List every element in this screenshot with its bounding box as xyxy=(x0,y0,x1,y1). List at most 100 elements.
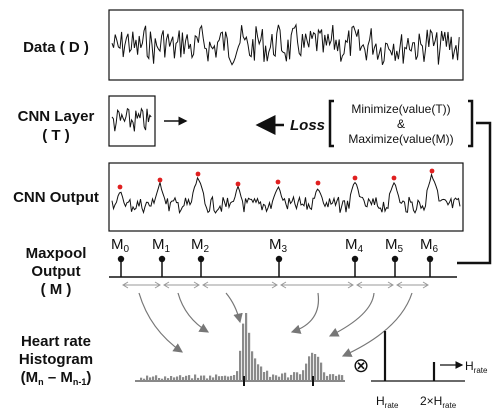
cnn-output-waveform xyxy=(111,172,461,215)
interval-arrow xyxy=(396,281,403,289)
maxpool-marker-label: M0 xyxy=(111,236,130,255)
peak-marker xyxy=(117,184,123,190)
histogram-bar xyxy=(311,352,314,381)
peak-marker xyxy=(315,180,321,186)
histogram-bar xyxy=(308,356,311,381)
maxpool-label-2: Output xyxy=(31,263,80,280)
histogram-bar xyxy=(254,358,257,381)
maxpool-dot xyxy=(351,255,359,263)
histogram-bar xyxy=(251,351,254,381)
histogram-bar xyxy=(314,354,317,381)
histogram-bar xyxy=(338,374,341,381)
histogram-bar xyxy=(317,356,320,381)
histogram-bar xyxy=(176,376,179,381)
histogram-bar xyxy=(164,376,167,381)
convolution-symbol: ⊗ xyxy=(353,355,370,377)
maxpool-dot xyxy=(426,255,434,263)
histogram-bar xyxy=(173,377,176,381)
loss-minimize: Minimize(value(T)) xyxy=(351,102,450,116)
data-box xyxy=(108,9,464,81)
interval-arrow xyxy=(193,281,200,289)
histogram-bar xyxy=(245,313,248,381)
histogram-bar xyxy=(209,375,212,381)
maxpool-marker-label: M4 xyxy=(345,236,364,255)
interval-arrow xyxy=(163,281,170,289)
hrate-second-label: 2×Hrate xyxy=(420,394,457,410)
histogram-bar xyxy=(167,378,170,381)
hrate-arrow-label: Hrate xyxy=(465,359,488,375)
histogram-bar xyxy=(266,370,269,381)
histogram-bar xyxy=(302,370,305,381)
interval-to-histogram-arrow xyxy=(341,292,413,357)
peak-marker xyxy=(391,175,397,181)
histogram-bar xyxy=(299,374,302,381)
histogram-bar xyxy=(140,377,143,381)
interval-to-histogram-arrow xyxy=(225,292,243,324)
maxpool-dot xyxy=(197,255,205,263)
interval-arrow xyxy=(122,281,129,289)
loss-maximize: Maximize(value(M)) xyxy=(348,132,453,146)
histogram-bar xyxy=(236,371,239,381)
interval-arrow xyxy=(280,281,287,289)
maxpool-dot xyxy=(158,255,166,263)
histogram-bar xyxy=(326,375,329,381)
histogram-bar xyxy=(281,373,284,381)
histogram-bar xyxy=(272,374,275,381)
histogram-bar xyxy=(188,375,191,381)
loss-and: & xyxy=(397,117,405,131)
histogram-bar xyxy=(152,376,155,381)
histogram-bar xyxy=(278,376,281,381)
histogram-bar xyxy=(305,363,308,381)
histogram-bar xyxy=(161,378,164,381)
histogram-bar xyxy=(287,377,290,381)
interval-arrow xyxy=(347,281,354,289)
histogram-bar xyxy=(170,376,173,381)
histogram-bar xyxy=(218,376,221,381)
histogram-bar xyxy=(191,378,194,381)
histogram-bar xyxy=(182,377,185,381)
maxpool-label-3: ( M ) xyxy=(41,281,72,298)
histogram-bar xyxy=(155,375,158,381)
feedback-connector xyxy=(457,121,492,265)
histogram-bar xyxy=(185,375,188,381)
histogram-bar xyxy=(284,372,287,381)
histogram-bar xyxy=(248,332,251,381)
interval-arrow xyxy=(356,281,363,289)
interval-arrow xyxy=(271,281,278,289)
histogram-bar xyxy=(197,377,200,381)
histogram-bar xyxy=(260,366,263,381)
cnn-output-box xyxy=(108,162,464,232)
histogram-bar xyxy=(206,378,209,381)
histogram-bar xyxy=(194,374,197,381)
data-label: Data ( D ) xyxy=(23,39,89,56)
histogram-label-2: Histogram xyxy=(19,351,93,368)
interval-arrow xyxy=(202,281,209,289)
histogram-bar xyxy=(290,374,293,381)
histogram-label: Heart rate xyxy=(21,333,91,350)
histogram-bar xyxy=(239,350,242,381)
histogram-bar xyxy=(227,376,230,381)
histogram-bar xyxy=(158,378,161,381)
histogram-bar xyxy=(332,374,335,381)
histogram-bar xyxy=(293,372,296,381)
maxpool-marker-label: M3 xyxy=(269,236,288,255)
maxpool-marker-label: M6 xyxy=(420,236,439,255)
hrate-first-label: Hrate xyxy=(376,394,399,410)
histogram-bar xyxy=(221,376,224,381)
peak-marker xyxy=(157,177,163,183)
histogram-bar xyxy=(230,375,233,381)
maxpool-marker-label: M1 xyxy=(152,236,171,255)
histogram-bar xyxy=(146,375,149,381)
data-waveform xyxy=(111,23,460,66)
cnn-output-label: CNN Output xyxy=(13,189,99,206)
interval-arrow xyxy=(387,281,394,289)
histogram-bar xyxy=(257,364,260,381)
maxpool-label: Maxpool xyxy=(26,245,87,262)
cnn-layer-sublabel: ( T ) xyxy=(42,127,70,144)
histogram-bar xyxy=(233,375,236,381)
histogram-bar xyxy=(215,374,218,381)
peak-marker xyxy=(429,168,435,174)
loss-bracket-right xyxy=(468,99,474,148)
maxpool-marker-label: M5 xyxy=(385,236,404,255)
histogram-bar xyxy=(335,375,338,381)
